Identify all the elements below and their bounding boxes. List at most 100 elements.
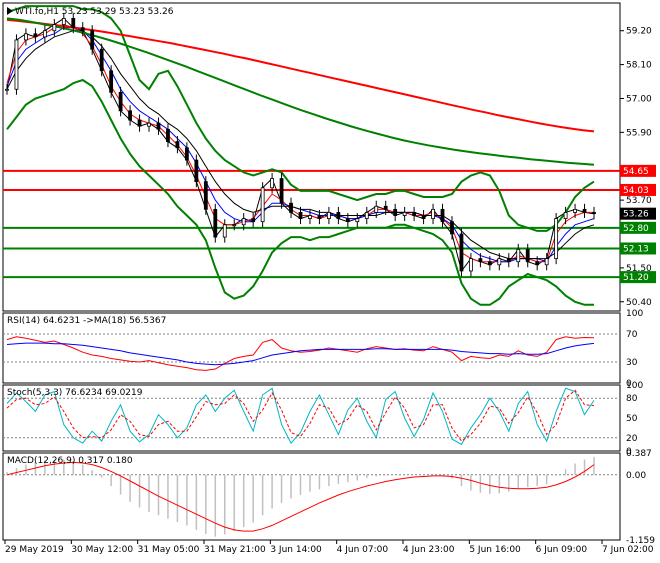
price-label-text: 54.65: [623, 167, 649, 177]
candle-body: [374, 205, 379, 213]
price-axis-label: 55.90: [626, 128, 652, 138]
price-axis-label: 50.40: [626, 298, 652, 308]
price-label-text: 52.80: [623, 224, 649, 234]
candle-body: [194, 159, 199, 183]
candle-body: [431, 208, 435, 220]
time-axis-label: 31 May 05:00: [138, 545, 200, 555]
candle-body: [554, 218, 559, 260]
candle-body: [506, 258, 511, 263]
price-axis-label: 59.20: [626, 27, 652, 37]
candle-body: [582, 208, 587, 213]
candle-body: [222, 224, 227, 238]
macd-axis-label: 0.00: [626, 471, 646, 481]
stoch-axis-label: 0: [626, 447, 632, 457]
rsi-axis-label: 30: [626, 358, 638, 368]
time-axis-label: 30 May 12:00: [71, 545, 133, 555]
macd-header: MACD(12,26,9) 0.317 0.180: [7, 456, 133, 466]
candle-body: [52, 24, 57, 32]
pane-frame-4: [2, 452, 621, 541]
stoch-signal-line: [6, 389, 595, 442]
candle-body: [573, 208, 577, 213]
time-axis-label: 5 Jun 16:00: [469, 545, 521, 555]
candle-body: [478, 258, 483, 263]
candle-body: [450, 221, 454, 235]
time-axis-label: 4 Jun 07:00: [337, 545, 389, 555]
macd-axis-label: -1.159: [626, 536, 655, 546]
candle-body: [345, 218, 350, 223]
series-bb_lower: [6, 78, 594, 306]
stoch-axis-label: 20: [626, 434, 638, 444]
series-bb_upper: [6, 5, 595, 232]
candle-body: [24, 33, 28, 41]
candle-body: [535, 261, 540, 266]
candle-body: [440, 208, 445, 223]
price-label-box: [620, 271, 656, 284]
pane-frame-2: [2, 312, 621, 384]
candle-body: [147, 122, 151, 127]
candle-body: [241, 218, 246, 226]
candle-body: [71, 17, 76, 29]
candle-body: [355, 218, 360, 223]
candle-body: [156, 122, 161, 130]
candle-body: [592, 212, 596, 215]
candle-body: [469, 258, 473, 272]
candle-body: [260, 187, 265, 223]
time-axis-label: 4 Jun 23:00: [403, 545, 455, 555]
candle-body: [421, 215, 426, 220]
candle-body: [544, 258, 549, 266]
time-axis-label: 7 Jun 02:00: [602, 545, 654, 555]
candle-body: [516, 248, 521, 263]
candle-body: [175, 141, 180, 149]
rsi-axis-label: 70: [626, 330, 638, 340]
time-axis-label: 29 May 2019: [5, 545, 64, 555]
candle-body: [336, 212, 341, 220]
price-axis-label: 53.70: [626, 196, 652, 206]
price-label-text: 53.26: [623, 210, 649, 220]
time-axis-label: 31 May 21:00: [204, 545, 266, 555]
candle-body: [270, 178, 274, 189]
candle-body: [99, 48, 104, 72]
price-label-box: [620, 242, 656, 255]
candle-body: [184, 147, 189, 161]
candle-body: [203, 181, 208, 210]
candle-body: [33, 33, 38, 38]
candle-body: [14, 39, 19, 90]
rsi-axis-label: 0: [626, 379, 632, 389]
candle-body: [412, 212, 417, 216]
series-ma_200: [6, 18, 595, 133]
candle-body: [383, 205, 388, 210]
stoch-header: Stoch(5,3,3) 76.6234 69.0219: [7, 388, 143, 398]
macd-signal-line: [6, 461, 595, 532]
pane-frame-3: [2, 384, 621, 452]
price-axis-label: 58.10: [626, 61, 652, 71]
candle-body: [563, 212, 568, 220]
candle-body: [364, 212, 369, 220]
candle-body: [166, 128, 170, 142]
time-axis-label: 6 Jun 09:00: [536, 545, 588, 555]
series-ma_100: [6, 17, 595, 166]
time-axis-label: 3 Jun 14:00: [270, 545, 322, 555]
candle-body: [109, 70, 114, 93]
stoch-axis-label: 80: [626, 394, 638, 404]
candle-body: [5, 88, 9, 91]
candle-body: [525, 248, 530, 263]
candle-body: [213, 208, 218, 238]
price-label-text: 52.13: [623, 244, 649, 254]
price-label-box: [620, 207, 656, 220]
candle-body: [42, 30, 47, 38]
macd-axis-label: 0.387: [626, 449, 652, 459]
candle-body: [289, 202, 293, 213]
candle-body: [459, 233, 464, 272]
candle-body: [137, 119, 142, 127]
candle-body: [317, 215, 322, 220]
candle-body: [128, 110, 132, 121]
candle-body: [80, 27, 85, 32]
candle-body: [402, 212, 407, 216]
candle-body: [487, 261, 492, 266]
candle-body: [308, 215, 312, 220]
candle-body: [279, 178, 284, 204]
price-label-box: [620, 183, 656, 196]
candle-body: [327, 212, 331, 220]
